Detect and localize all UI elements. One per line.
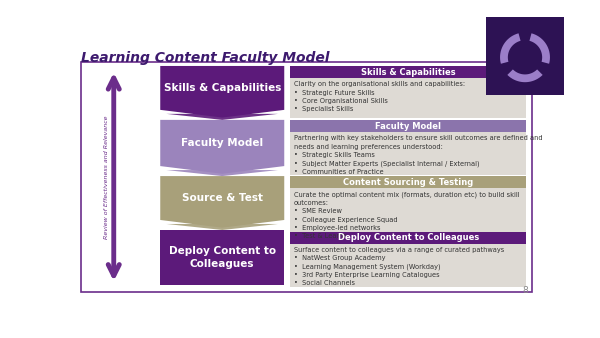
Polygon shape (160, 66, 284, 118)
Text: Faculty Model: Faculty Model (181, 138, 263, 148)
Polygon shape (166, 110, 278, 120)
FancyBboxPatch shape (290, 244, 526, 287)
Polygon shape (160, 176, 284, 228)
Text: Partnering with key stakeholders to ensure skill outcomes are defined and
needs : Partnering with key stakeholders to ensu… (293, 135, 542, 175)
Text: Curate the optimal content mix (formats, duration etc) to build skill
outcomes:
: Curate the optimal content mix (formats,… (293, 192, 519, 239)
Polygon shape (508, 69, 542, 82)
Text: Skills & Capabilities: Skills & Capabilities (164, 83, 281, 93)
FancyBboxPatch shape (290, 132, 526, 175)
Text: Deploy Content to
Colleagues: Deploy Content to Colleagues (169, 246, 276, 269)
FancyBboxPatch shape (290, 232, 526, 244)
Polygon shape (166, 166, 278, 176)
Text: 8: 8 (523, 286, 529, 295)
Text: Deploy Content to Colleagues: Deploy Content to Colleagues (338, 233, 479, 242)
FancyBboxPatch shape (290, 188, 526, 232)
FancyBboxPatch shape (290, 78, 526, 118)
Polygon shape (166, 220, 278, 230)
Text: Clarity on the organisational skills and capabilities:
•  Strategic Future Skill: Clarity on the organisational skills and… (293, 81, 464, 112)
FancyBboxPatch shape (160, 230, 284, 285)
Polygon shape (160, 120, 284, 174)
Text: Review of Effectiveness and Relevance: Review of Effectiveness and Relevance (104, 115, 109, 239)
Text: Learning Content Faculty Model: Learning Content Faculty Model (81, 51, 330, 65)
Text: Surface content to colleagues via a range of curated pathways
•  NatWest Group A: Surface content to colleagues via a rang… (293, 247, 504, 286)
Polygon shape (500, 33, 521, 64)
FancyBboxPatch shape (290, 176, 526, 188)
FancyBboxPatch shape (290, 120, 526, 132)
FancyBboxPatch shape (81, 62, 532, 292)
FancyBboxPatch shape (478, 9, 572, 102)
Text: Skills & Capabilities: Skills & Capabilities (361, 68, 455, 77)
FancyBboxPatch shape (290, 66, 526, 78)
Text: Faculty Model: Faculty Model (375, 122, 441, 130)
Polygon shape (529, 33, 550, 64)
Text: Source & Test: Source & Test (182, 193, 263, 203)
Text: Content Sourcing & Testing: Content Sourcing & Testing (343, 178, 473, 187)
